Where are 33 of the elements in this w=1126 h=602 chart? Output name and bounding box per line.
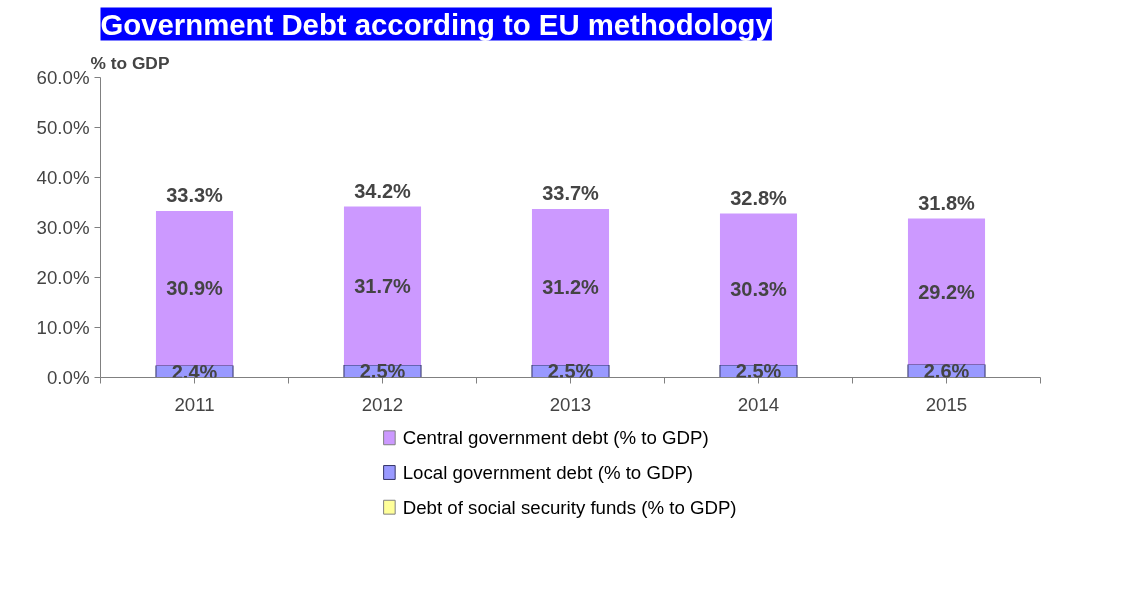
data-label: 29.2% [918,280,976,303]
y-tick-label: 10.0% [36,317,90,338]
data-label: 30.3% [730,278,788,301]
bar [531,209,610,365]
y-tick-label: 20.0% [36,267,90,288]
total-label: 33.7% [542,182,600,204]
legend-label: Debt of social security funds (% to GDP) [402,496,737,518]
total-label: 34.2% [354,179,412,202]
data-label: 31.7% [354,274,412,297]
data-label: 31.2% [542,276,600,298]
x-tick-label: 2012 [361,393,404,415]
y-tick-label: 30.0% [36,217,90,238]
x-tick-label: 2014 [737,393,780,415]
bar [907,218,986,365]
x-tick-label: 2011 [174,393,215,415]
data-label: 30.9% [166,277,224,300]
x-tick-label: 2015 [925,393,968,415]
total-label: 31.8% [918,191,976,214]
x-tick-label: 2013 [549,393,592,415]
y-axis-title: % to GDP [90,52,170,73]
bar [719,213,798,365]
y-tick-label: 50.0% [36,117,90,138]
legend-label: Local government debt (% to GDP) [402,462,694,483]
total-label: 33.3% [166,184,224,206]
y-tick-label: 60.0% [36,67,90,88]
bar [155,211,234,366]
data-label: 2.6% [923,360,970,382]
chart-title: Government Debt according to EU methodology [100,7,773,41]
y-tick-label: 40.0% [36,167,90,188]
legend-label: Central government debt (% to GDP) [402,427,709,449]
y-tick-label: 0.0% [46,367,90,388]
bar [343,206,422,365]
total-label: 32.8% [730,186,788,209]
